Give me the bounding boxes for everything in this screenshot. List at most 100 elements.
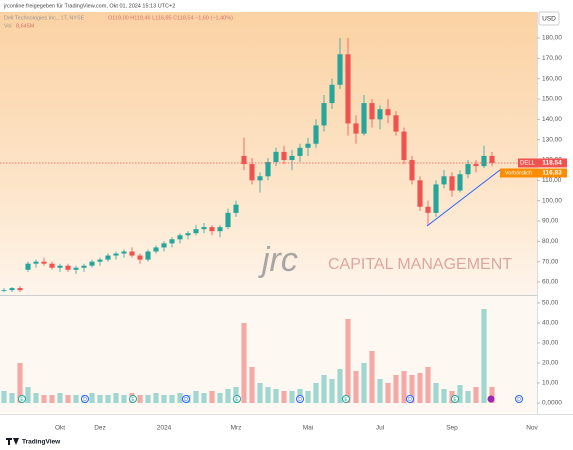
currency[interactable]: USD xyxy=(542,16,556,23)
event-marker[interactable] xyxy=(515,395,523,403)
candle-body xyxy=(393,115,399,132)
candle-body xyxy=(209,227,215,232)
watermark-text: CAPITAL MANAGEMENT xyxy=(328,256,512,273)
candle-body xyxy=(377,109,383,120)
event-label[interactable]: E xyxy=(131,397,135,403)
candle-body xyxy=(105,255,111,260)
event-marker[interactable] xyxy=(406,395,414,403)
y-tick-label: 90,00 xyxy=(542,218,559,225)
event-marker[interactable] xyxy=(81,395,89,403)
candle-body xyxy=(361,103,367,134)
volume-bar xyxy=(73,395,79,403)
volume-bar xyxy=(369,351,375,403)
candle-body xyxy=(33,261,39,264)
y2-tick-label: 30,00 xyxy=(542,340,559,347)
last-price: 118,54 xyxy=(542,160,562,167)
candle-body xyxy=(161,243,167,248)
volume-value: 8,645M xyxy=(16,23,35,29)
y2-tick-label: 50,00 xyxy=(542,300,559,307)
candle-body xyxy=(97,259,103,262)
event-marker[interactable] xyxy=(487,395,495,403)
candle-body xyxy=(193,229,199,234)
candle-body xyxy=(305,143,311,148)
brand: TradingView xyxy=(22,439,61,446)
last-price-box xyxy=(537,158,567,168)
event-marker[interactable] xyxy=(342,395,350,403)
candle-body xyxy=(473,164,479,167)
event-label[interactable]: D xyxy=(517,397,521,403)
event-label[interactable]: E xyxy=(453,397,457,403)
x-tick-label: Mai xyxy=(303,425,313,432)
candle-body xyxy=(433,184,439,213)
volume-bar xyxy=(353,371,359,403)
candle-body xyxy=(81,265,87,268)
event-label[interactable]: D xyxy=(184,397,188,403)
y2-tick-label: 10,00 xyxy=(542,380,559,387)
candle-body xyxy=(297,147,303,156)
volume-bar xyxy=(361,363,367,403)
volume-bar xyxy=(33,393,39,403)
volume-bar xyxy=(217,393,223,403)
volume-bar xyxy=(57,393,63,403)
x-tick-label: 2024 xyxy=(157,425,172,432)
volume-bar xyxy=(465,391,471,403)
event-marker[interactable] xyxy=(296,395,304,403)
event-marker[interactable] xyxy=(233,395,241,403)
volume-bar xyxy=(17,363,23,403)
event-label[interactable]: D xyxy=(298,397,302,403)
candle-body xyxy=(369,103,375,120)
candle-body xyxy=(465,164,471,175)
candle-body xyxy=(17,288,23,291)
volume-bar xyxy=(305,391,311,403)
y-tick-label: 170,00 xyxy=(542,55,562,62)
currency-box[interactable] xyxy=(538,11,560,26)
volume-bar xyxy=(265,387,271,403)
volume-bar xyxy=(481,309,487,403)
volume-bar xyxy=(121,395,127,403)
event-label[interactable]: E xyxy=(344,397,348,403)
trend-line xyxy=(426,169,501,227)
y-tick-label: 60,00 xyxy=(542,279,559,286)
y2-tick-label: 20,00 xyxy=(542,360,559,367)
candle-body xyxy=(177,235,183,240)
candle-body xyxy=(337,54,343,85)
volume-bar xyxy=(257,383,263,403)
volume-bar xyxy=(145,395,151,403)
candle-body xyxy=(273,151,279,163)
event-marker[interactable] xyxy=(129,395,137,403)
candle-body xyxy=(409,160,415,181)
candle-body xyxy=(217,227,223,232)
event-marker[interactable] xyxy=(18,395,26,403)
event-label[interactable]: E xyxy=(20,397,24,403)
candle-body xyxy=(9,288,15,291)
volume-bar xyxy=(113,393,119,403)
y-tick-label: 140,00 xyxy=(542,116,562,123)
event-marker[interactable] xyxy=(451,395,459,403)
last-name: DELL xyxy=(520,161,536,167)
volume-bar xyxy=(153,393,159,403)
event-label[interactable]: D xyxy=(408,397,412,403)
ohlc-text: O119,00 H119,46 L116,95 C118,54 −1,60 (−… xyxy=(108,15,233,21)
event-marker[interactable] xyxy=(182,395,190,403)
y2-tick-label: 40,00 xyxy=(542,320,559,327)
candle-body xyxy=(233,204,239,213)
x-tick-label: Dez xyxy=(94,425,106,432)
premarket-name: Vorbörslich xyxy=(505,170,532,176)
candle-body xyxy=(113,253,119,256)
candle-body xyxy=(129,251,135,256)
event-label[interactable]: E xyxy=(235,397,239,403)
x-tick-label: Okt xyxy=(55,425,65,432)
last-name-box xyxy=(518,158,537,168)
premarket-name-box xyxy=(500,168,537,178)
volume-bar xyxy=(377,379,383,403)
event-label[interactable]: D xyxy=(83,397,87,403)
volume-bar xyxy=(25,387,31,403)
candle-body xyxy=(265,162,271,177)
y-tick-label: 130,00 xyxy=(542,136,562,143)
candle-body xyxy=(329,84,335,104)
candle-body xyxy=(41,261,47,264)
y-tick-label: 80,00 xyxy=(542,238,559,245)
events: E D E D E D E D E D xyxy=(18,395,523,403)
candle-body xyxy=(385,109,391,116)
volume-bar xyxy=(1,391,7,403)
